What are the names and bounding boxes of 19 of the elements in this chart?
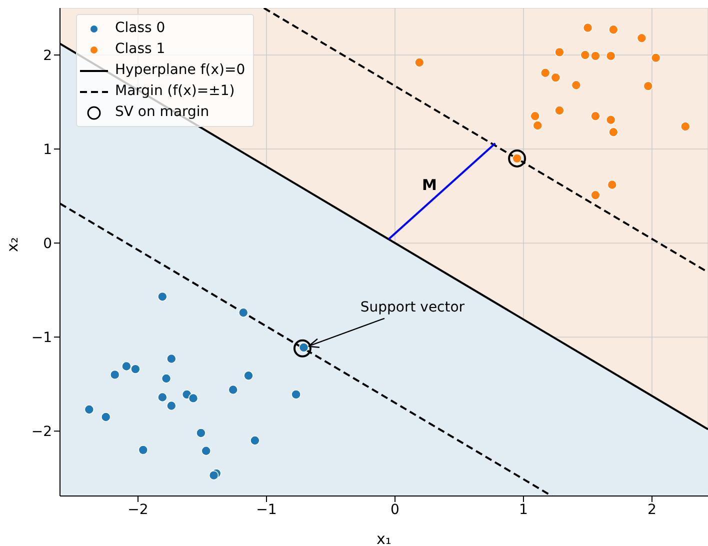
legend-label: Class 1 bbox=[115, 40, 166, 59]
legend-label: SV on margin bbox=[115, 103, 210, 122]
legend-label: Class 0 bbox=[115, 19, 166, 38]
x-tick-label: 0 bbox=[390, 502, 400, 518]
annotation: M bbox=[422, 176, 437, 194]
x-tick-label: 2 bbox=[648, 502, 656, 518]
y-tick-label: 1 bbox=[43, 142, 52, 158]
y-tick-label: −1 bbox=[31, 330, 52, 346]
y-tick-label: 2 bbox=[43, 48, 52, 64]
x-tick-label: −1 bbox=[256, 502, 277, 518]
annotation: Support vector bbox=[360, 299, 465, 316]
y-tick-label: −2 bbox=[31, 424, 52, 440]
legend-label: Hyperplane f(x)=0 bbox=[115, 61, 246, 80]
x-tick-label: −2 bbox=[128, 502, 148, 518]
x-tick-label: 1 bbox=[519, 502, 528, 518]
y-tick-label: 0 bbox=[43, 236, 52, 252]
y-axis-title: x₂ bbox=[3, 237, 22, 252]
legend-label: Margin (f(x)=±1) bbox=[115, 82, 235, 101]
x-axis-title: x₁ bbox=[376, 530, 392, 546]
